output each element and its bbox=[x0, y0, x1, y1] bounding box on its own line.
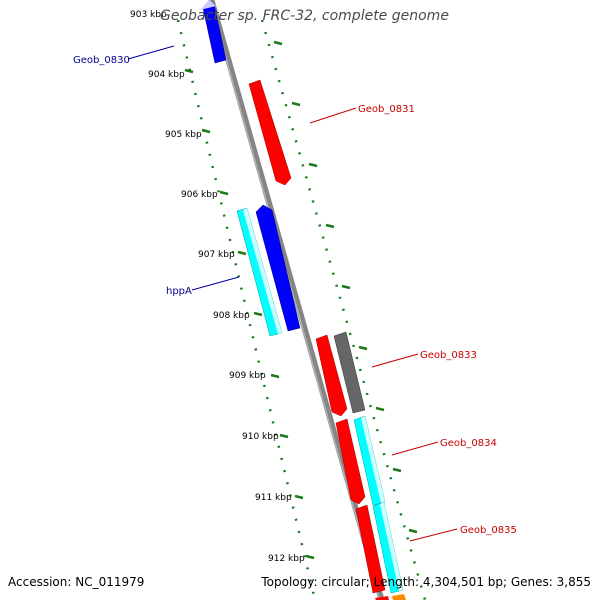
inner-tick bbox=[219, 190, 229, 196]
leader-line-hppa bbox=[191, 276, 240, 291]
map-title: Geobacter sp. FRC-32, complete genome bbox=[160, 8, 449, 24]
inner-tick bbox=[279, 433, 289, 439]
genome-summary: Topology: circular; Length: 4,304,501 bp… bbox=[261, 575, 591, 589]
outer-tick bbox=[341, 284, 351, 290]
gene-label-geob-0831[interactable]: Geob_0831 bbox=[358, 104, 415, 115]
gene-geob-0830-arrowhead bbox=[200, 0, 216, 10]
inner-tick bbox=[270, 373, 280, 379]
scale-label: 906 kbp bbox=[181, 190, 218, 200]
scale-label: 908 kbp bbox=[213, 311, 250, 321]
gene-label-hppa[interactable]: hppA bbox=[166, 286, 192, 297]
gene-hppa-rna-highlight bbox=[243, 208, 282, 334]
outer-tick bbox=[408, 528, 418, 534]
leader-line-geob-0831 bbox=[309, 107, 357, 124]
inner-tick bbox=[237, 250, 247, 256]
inner-tick bbox=[201, 128, 211, 134]
gene-geob-0834[interactable] bbox=[335, 418, 366, 505]
outer-scale-track bbox=[260, 19, 427, 601]
outer-tick bbox=[375, 406, 385, 412]
leader-line-geob-0830 bbox=[127, 45, 175, 60]
outer-major-ticks bbox=[273, 40, 418, 534]
genome-backbone-highlight bbox=[208, 0, 382, 604]
outer-tick bbox=[392, 467, 402, 473]
inner-tick bbox=[253, 311, 263, 317]
gene-label-geob-0830[interactable]: Geob_0830 bbox=[73, 55, 130, 66]
scale-label: 907 kbp bbox=[198, 250, 235, 260]
gene-geob-0835-rna-highlight bbox=[380, 502, 403, 591]
gene-partial-red bbox=[375, 596, 389, 600]
accession-label: Accession: NC_011979 bbox=[8, 575, 145, 589]
gene-label-geob-0833[interactable]: Geob_0833 bbox=[420, 350, 477, 361]
gene-geob-0834-rna-highlight bbox=[361, 416, 385, 503]
scale-label: 909 kbp bbox=[229, 371, 266, 381]
gene-geob-0833[interactable] bbox=[315, 334, 348, 417]
scale-label: 904 kbp bbox=[148, 70, 185, 80]
outer-tick bbox=[291, 101, 301, 107]
scale-label: 910 kbp bbox=[242, 432, 279, 442]
leader-line-geob-0833 bbox=[371, 353, 419, 368]
gene-geob-0835[interactable] bbox=[355, 504, 386, 594]
gene-label-geob-0834[interactable]: Geob_0834 bbox=[440, 438, 497, 449]
outer-tick bbox=[358, 345, 368, 351]
gene-partial-orange bbox=[392, 594, 406, 600]
leader-line-geob-0834 bbox=[391, 441, 439, 456]
inner-tick bbox=[294, 494, 304, 500]
scale-label: 905 kbp bbox=[165, 130, 202, 140]
genome-backbone bbox=[208, 0, 386, 604]
outer-tick bbox=[308, 162, 318, 168]
gene-geob-0833-other[interactable] bbox=[333, 331, 366, 414]
leader-line-geob-0835 bbox=[409, 528, 458, 542]
scale-label: 903 kbp bbox=[130, 10, 167, 20]
inner-major-ticks bbox=[184, 68, 315, 560]
inner-tick bbox=[184, 68, 194, 74]
outer-tick bbox=[273, 40, 283, 46]
scale-label: 912 kbp bbox=[268, 554, 305, 564]
gene-label-geob-0835[interactable]: Geob_0835 bbox=[460, 525, 517, 536]
inner-tick bbox=[305, 554, 315, 560]
outer-tick bbox=[325, 223, 335, 229]
gene-geob-0831[interactable] bbox=[248, 79, 292, 186]
gene-hppa[interactable] bbox=[255, 204, 301, 332]
scale-label: 911 kbp bbox=[255, 493, 292, 503]
